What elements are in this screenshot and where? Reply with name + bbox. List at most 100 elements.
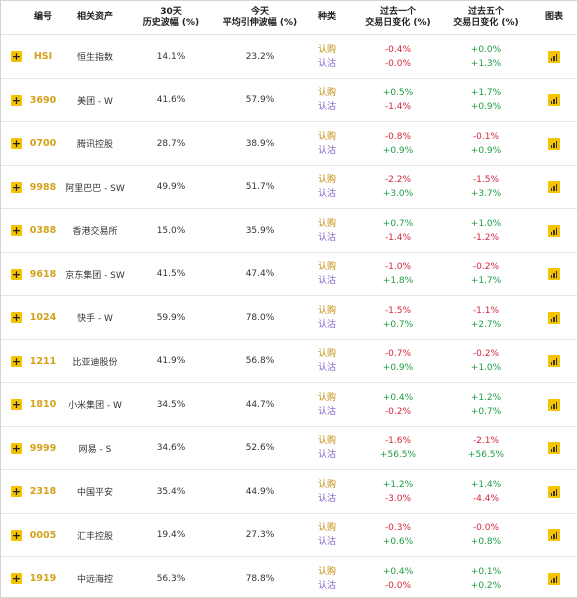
expand-row-button[interactable]: + <box>11 224 22 237</box>
underlying-asset-name: 快手 - W <box>77 314 113 324</box>
change-5d-put-value: +0.9% <box>470 145 502 156</box>
code-cell: 9988 <box>25 166 61 209</box>
expand-row-button[interactable]: + <box>11 137 22 150</box>
underlying-code-link[interactable]: 9999 <box>29 442 57 454</box>
bar-chart-icon-bar <box>555 140 558 148</box>
chart-cell <box>537 427 571 470</box>
underlying-code-link[interactable]: 9988 <box>29 181 57 193</box>
change-1d-cell: -1.6% +56.5% <box>353 427 443 470</box>
underlying-code-link[interactable]: 0005 <box>29 529 57 541</box>
change-1d-call-value: -0.8% <box>384 131 412 142</box>
change-5d-put-value: -4.4% <box>472 493 500 504</box>
bar-chart-icon[interactable] <box>548 485 560 498</box>
expand-row-button[interactable]: + <box>11 528 22 542</box>
underlying-code-link[interactable]: 0700 <box>29 138 57 149</box>
kind-call-label: 认购 <box>317 479 336 490</box>
underlying-code-link[interactable]: 1024 <box>29 312 57 323</box>
change-5d-cell: -0.2% +1.7% <box>441 253 531 296</box>
code-cell: 1919 <box>25 557 61 597</box>
change-5d-put-value: +1.3% <box>470 58 502 69</box>
bar-chart-icon[interactable] <box>548 398 560 411</box>
asset-cell: 阿里巴巴 - SW <box>65 166 125 209</box>
underlying-code-link[interactable]: 2318 <box>29 486 57 497</box>
expand-row-button[interactable]: + <box>11 50 22 63</box>
expand-row-button[interactable]: + <box>11 267 22 281</box>
historical-volatility-value: 14.1% <box>156 51 186 62</box>
bar-chart-icon[interactable] <box>548 529 560 541</box>
change-1d-call-value: +0.5% <box>382 88 414 98</box>
table-row: + 9618 京东集团 - SW 41.5% 47.4% 认购 认沽 -1.0%… <box>1 253 577 296</box>
bar-chart-icon-bar <box>550 57 553 61</box>
asset-cell: 香港交易所 <box>65 209 125 252</box>
kind-cell: 认购 认沽 <box>307 470 347 513</box>
historical-volatility-value: 34.6% <box>156 443 186 453</box>
expand-row-button[interactable]: + <box>11 398 22 411</box>
kind-call-label: 认购 <box>317 523 336 533</box>
bar-chart-icon[interactable] <box>548 442 560 454</box>
bar-chart-icon-bar <box>550 579 553 583</box>
bar-chart-icon[interactable] <box>548 94 560 106</box>
kind-call-label: 认购 <box>317 218 336 229</box>
implied-volatility-value: 27.3% <box>245 530 275 540</box>
change-1d-cell: +0.4% -0.0% <box>353 557 443 597</box>
underlying-code-link[interactable]: 9618 <box>29 268 57 280</box>
asset-cell: 京东集团 - SW <box>65 253 125 296</box>
underlying-code-link[interactable]: 1919 <box>29 573 57 584</box>
change-5d-cell: +1.4% -4.4% <box>441 470 531 513</box>
hv-cell: 59.9% <box>129 296 213 339</box>
asset-cell: 汇丰控股 <box>65 514 125 557</box>
change-5d-call-value: -0.0% <box>472 523 500 533</box>
iv-cell: 44.7% <box>215 383 305 426</box>
bar-chart-icon[interactable] <box>548 572 560 585</box>
bar-chart-icon-bar <box>555 445 558 452</box>
expand-row-button[interactable]: + <box>11 93 22 107</box>
bar-chart-icon-bar <box>555 358 558 365</box>
bar-chart-icon[interactable] <box>548 268 560 280</box>
expand-cell: + <box>1 427 25 470</box>
bar-chart-icon[interactable] <box>548 355 560 367</box>
underlying-code-link[interactable]: 0388 <box>29 225 57 236</box>
expand-row-button[interactable]: + <box>11 311 22 324</box>
change-1d-put-value: -0.0% <box>384 58 412 69</box>
table-row: + 2318 中国平安 35.4% 44.9% 认购 认沽 +1.2% -3.0… <box>1 470 577 514</box>
chart-cell <box>537 253 571 296</box>
table-header: 编号 相关资产 30天 历史波幅 (%) 今天 平均引伸波幅 (%) 种类 过去… <box>1 1 577 35</box>
underlying-code-link[interactable]: 1211 <box>29 355 57 367</box>
chart-cell <box>537 35 571 78</box>
change-1d-put-value: +0.9% <box>382 363 414 373</box>
table-row: + 9988 阿里巴巴 - SW 49.9% 51.7% 认购 认沽 -2.2%… <box>1 166 577 209</box>
kind-put-label: 认沽 <box>317 189 336 199</box>
kind-put-label: 认沽 <box>317 493 336 504</box>
historical-volatility-value: 28.7% <box>156 138 186 149</box>
change-5d-call-value: -0.2% <box>472 262 500 272</box>
hv-cell: 28.7% <box>129 122 213 165</box>
expand-row-button[interactable]: + <box>11 572 22 585</box>
bar-chart-icon[interactable] <box>548 311 560 324</box>
underlying-code-link[interactable]: 3690 <box>29 94 57 106</box>
expand-row-button[interactable]: + <box>11 441 22 455</box>
expand-row-button[interactable]: + <box>11 180 22 194</box>
kind-cell: 认购 认沽 <box>307 79 347 122</box>
bar-chart-icon[interactable] <box>548 181 560 193</box>
header-change-1d: 过去一个 交易日变化 (%) <box>365 6 431 28</box>
expand-cell: + <box>1 209 25 252</box>
iv-cell: 35.9% <box>215 209 305 252</box>
historical-volatility-value: 41.9% <box>156 356 186 366</box>
kind-cell: 认购 认沽 <box>307 427 347 470</box>
underlying-code-link[interactable]: 1810 <box>29 399 57 410</box>
bar-chart-icon-bar <box>550 231 553 235</box>
bar-chart-icon[interactable] <box>548 137 560 150</box>
expand-row-button[interactable]: + <box>11 354 22 368</box>
underlying-code-link[interactable]: HSI <box>33 51 53 62</box>
implied-volatility-value: 38.9% <box>245 138 275 149</box>
bar-chart-icon[interactable] <box>548 224 560 237</box>
expand-row-button[interactable]: + <box>11 485 22 498</box>
bar-chart-icon[interactable] <box>548 50 560 63</box>
iv-cell: 23.2% <box>215 35 305 78</box>
underlying-asset-name: 京东集团 - SW <box>65 270 125 281</box>
implied-volatility-value: 44.7% <box>245 399 275 410</box>
iv-cell: 38.9% <box>215 122 305 165</box>
table-row: + 0005 汇丰控股 19.4% 27.3% 认购 认沽 -0.3% +0.6… <box>1 514 577 557</box>
expand-cell: + <box>1 340 25 383</box>
change-1d-put-value: +3.0% <box>382 189 414 199</box>
